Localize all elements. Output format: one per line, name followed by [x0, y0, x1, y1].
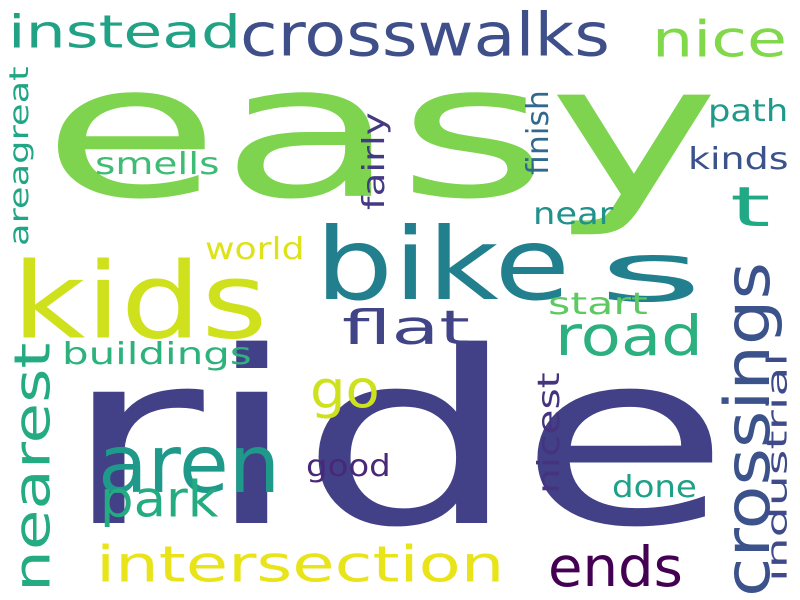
word-intersection: intersection	[96, 535, 505, 594]
word-path: path	[708, 94, 789, 129]
word-flat: flat	[342, 301, 471, 356]
word-world: world	[205, 232, 305, 267]
word-easy: easy	[42, 25, 720, 240]
word-smells: smells	[95, 147, 220, 182]
word-start: start	[548, 287, 648, 322]
word-nicest: nicest	[532, 372, 567, 494]
word-kids: kids	[12, 241, 268, 363]
word-aren: aren	[98, 418, 281, 511]
word-nice: nice	[652, 11, 787, 69]
word-t: t	[730, 174, 771, 240]
word-areagreat: areagreat	[3, 66, 36, 247]
word-instead: instead	[8, 5, 242, 59]
word-park: park	[100, 471, 219, 529]
word-ride: ride	[62, 300, 731, 580]
word-bike: bike	[315, 206, 571, 323]
word-buildings: buildings	[62, 337, 252, 372]
word-industrial: industrial	[761, 352, 795, 582]
word-near: near	[533, 197, 614, 232]
word-ends: ends	[548, 534, 683, 600]
word-kinds: kinds	[688, 142, 789, 177]
word-s: s	[598, 224, 704, 321]
word-crosswalks: crosswalks	[240, 0, 610, 70]
word-good: good	[306, 449, 391, 484]
word-road: road	[555, 305, 703, 369]
word-done: done	[612, 470, 697, 505]
word-go: go	[310, 360, 380, 421]
word-nearest: nearest	[4, 342, 62, 592]
word-finish: finish	[521, 90, 556, 175]
word-fairly: fairly	[357, 112, 392, 210]
